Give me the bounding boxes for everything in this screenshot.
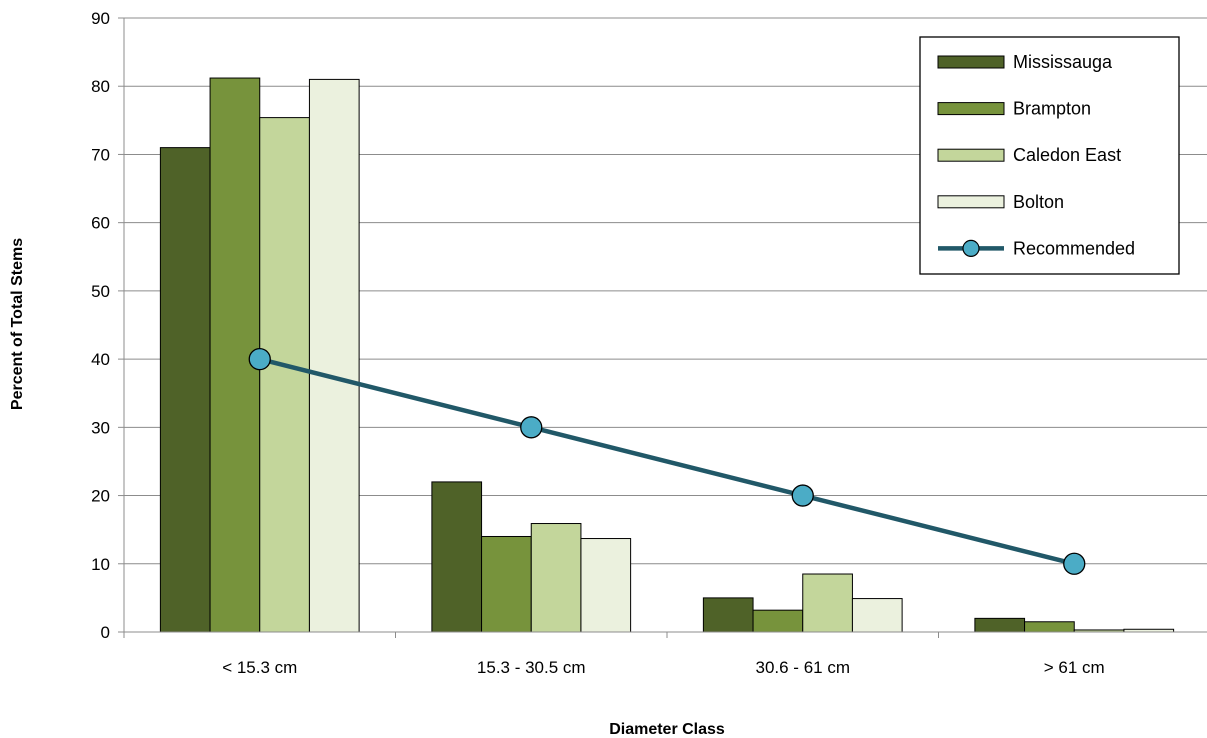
bar-mississauga-15-3-cm bbox=[159, 147, 211, 633]
y-tick-label: 90 bbox=[91, 9, 110, 28]
y-tick-label: 30 bbox=[91, 418, 110, 437]
tick-labels: 0 10 20 30 40 50 60 70 80 90 < 15.3 cm 15.3 - 30.5 … bbox=[91, 9, 1105, 677]
x-axis-title: Diameter Class bbox=[609, 721, 725, 738]
legend-swatch-brampton bbox=[937, 102, 1005, 116]
bar-mississauga-30-6-61-cm bbox=[702, 597, 754, 633]
bar-caledon-east-30-6-61-cm bbox=[802, 573, 853, 633]
point-recommended-15-3-30-5-cm bbox=[520, 416, 543, 439]
legend-label-bolton: Bolton bbox=[1013, 192, 1064, 212]
bar-brampton-15-3-30-5-cm bbox=[481, 535, 532, 633]
x-tick-label: < 15.3 cm bbox=[222, 658, 297, 677]
y-tick-label: 10 bbox=[91, 555, 110, 574]
y-axis-title: Percent of Total Stems bbox=[9, 238, 26, 410]
bar-mississauga-15-3-30-5-cm bbox=[431, 481, 483, 633]
point-recommended-30-6-61-cm bbox=[791, 484, 814, 507]
x-tick-label: > 61 cm bbox=[1044, 658, 1105, 677]
legend-swatch-caledon-east bbox=[937, 148, 1005, 162]
bar-brampton-61-cm bbox=[1024, 621, 1075, 633]
axes bbox=[118, 17, 1207, 638]
legend-marker-recommended bbox=[962, 239, 980, 257]
y-tick-label: 80 bbox=[91, 77, 110, 96]
y-tick-label: 70 bbox=[91, 145, 110, 164]
legend-label-recommended: Recommended bbox=[1013, 238, 1135, 258]
bar-caledon-east-15-3-cm bbox=[259, 117, 310, 633]
y-tick-label: 0 bbox=[101, 623, 110, 642]
x-tick-label: 15.3 - 30.5 cm bbox=[477, 658, 586, 677]
recommended-line-series bbox=[248, 347, 1086, 575]
legend-label-brampton: Brampton bbox=[1013, 99, 1091, 119]
legend-label-caledon-east: Caledon East bbox=[1013, 145, 1121, 165]
point-recommended-61-cm bbox=[1063, 552, 1086, 575]
y-tick-label: 60 bbox=[91, 214, 110, 233]
y-tick-label: 40 bbox=[91, 350, 110, 369]
legend-swatch-bolton bbox=[937, 195, 1005, 209]
bar-bolton-30-6-61-cm bbox=[851, 598, 903, 633]
y-tick-label: 20 bbox=[91, 487, 110, 506]
bar-brampton-30-6-61-cm bbox=[752, 609, 804, 633]
y-tick-label: 50 bbox=[91, 282, 110, 301]
legend: Mississauga Brampton Caledon East Bolton Rec… bbox=[919, 36, 1180, 275]
x-tick-label: 30.6 - 61 cm bbox=[756, 658, 851, 677]
bar-mississauga-61-cm bbox=[974, 617, 1026, 633]
line-recommended bbox=[259, 356, 1075, 566]
bar-bolton-15-3-cm bbox=[308, 78, 360, 633]
bars bbox=[159, 77, 1175, 633]
legend-swatch-mississauga bbox=[937, 55, 1005, 69]
point-recommended-15-3-cm bbox=[248, 347, 271, 371]
bar-bolton-15-3-30-5-cm bbox=[580, 538, 632, 633]
legend-label-mississauga: Mississauga bbox=[1013, 52, 1113, 72]
bar-caledon-east-15-3-30-5-cm bbox=[530, 523, 582, 633]
